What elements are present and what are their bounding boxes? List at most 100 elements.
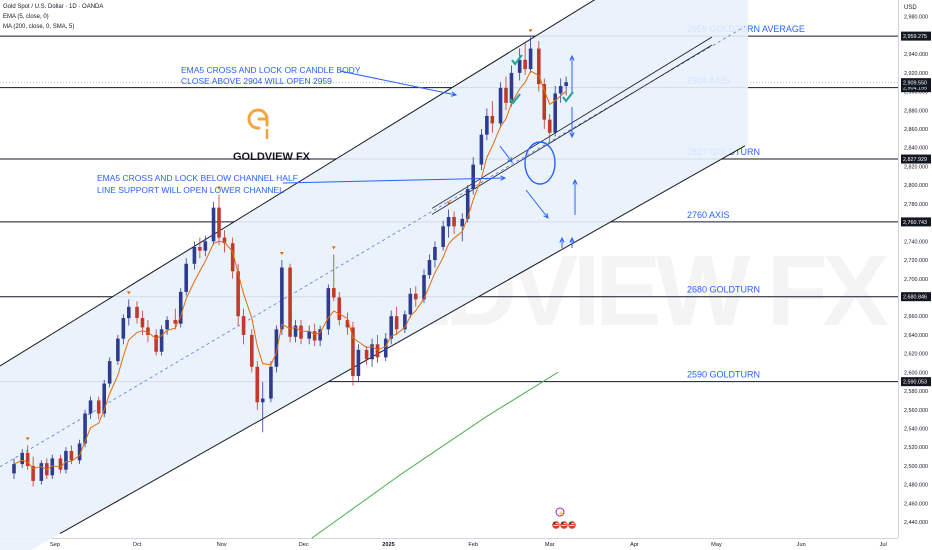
candle-body[interactable] — [504, 87, 508, 103]
candle-body[interactable] — [364, 349, 369, 360]
candle-body[interactable] — [192, 246, 197, 264]
candle-body[interactable] — [146, 327, 150, 335]
candle-body[interactable] — [523, 59, 527, 70]
candle-body[interactable] — [159, 329, 164, 352]
candle-body[interactable] — [241, 316, 246, 335]
candle-body[interactable] — [20, 452, 24, 465]
candle-body[interactable] — [414, 293, 418, 300]
candle-body[interactable] — [260, 398, 265, 403]
candle-body[interactable] — [299, 325, 303, 339]
price-tick-label: 2,880.000 — [904, 108, 928, 114]
candle-body[interactable] — [427, 260, 432, 276]
candle-body[interactable] — [485, 115, 489, 135]
candle-body[interactable] — [269, 366, 273, 399]
candle-body[interactable] — [25, 452, 30, 466]
candle-body[interactable] — [517, 59, 522, 73]
us-flag-stripe — [561, 523, 567, 524]
level-price-tag-text: 2,680.846 — [903, 295, 927, 301]
candle-body[interactable] — [184, 263, 188, 292]
candle-body[interactable] — [460, 218, 465, 227]
candle-body[interactable] — [537, 48, 541, 85]
candle-body[interactable] — [274, 329, 279, 367]
candle-body[interactable] — [280, 267, 284, 330]
candle-body[interactable] — [558, 85, 563, 94]
candle-body[interactable] — [452, 216, 456, 227]
candle-body[interactable] — [312, 331, 317, 341]
candle-body[interactable] — [326, 288, 331, 330]
candle-body[interactable] — [479, 134, 484, 165]
candle-body[interactable] — [88, 400, 93, 414]
candle-body[interactable] — [465, 188, 470, 219]
candle-body[interactable] — [383, 338, 388, 358]
candle-body[interactable] — [116, 338, 120, 362]
price-tick-label: 2,600.000 — [904, 370, 928, 376]
candle-body[interactable] — [39, 463, 44, 481]
candle-body[interactable] — [77, 443, 82, 461]
candle-body[interactable] — [332, 288, 336, 298]
candle-body[interactable] — [408, 293, 413, 315]
candle-body[interactable] — [96, 400, 101, 414]
candle-body[interactable] — [236, 271, 240, 317]
candle-body[interactable] — [127, 306, 131, 319]
candle-body[interactable] — [69, 450, 74, 461]
candle-body[interactable] — [356, 349, 361, 377]
price-tick-label: 2,980.000 — [904, 15, 928, 21]
candle-body[interactable] — [198, 246, 202, 251]
candle-body[interactable] — [547, 119, 552, 133]
candle-body[interactable] — [12, 464, 16, 474]
candle-body[interactable] — [394, 316, 399, 330]
candle-body[interactable] — [542, 84, 547, 120]
candle-body[interactable] — [203, 241, 208, 251]
candle-body[interactable] — [50, 458, 55, 476]
candle-body[interactable] — [293, 325, 298, 337]
candle-body[interactable] — [441, 226, 445, 247]
candle-body[interactable] — [107, 361, 112, 384]
candle-body[interactable] — [288, 267, 292, 337]
candle-body[interactable] — [337, 297, 342, 320]
us-flag-stripe — [561, 525, 567, 526]
ema-indicator-label[interactable]: EMA (5, close, 0) — [3, 14, 49, 20]
candle-body[interactable] — [345, 319, 350, 328]
candle-body[interactable] — [375, 344, 380, 358]
candle-body[interactable] — [403, 314, 407, 330]
candle-body[interactable] — [509, 72, 514, 103]
candle-body[interactable] — [217, 207, 221, 238]
candle-body[interactable] — [564, 82, 568, 86]
annotation-2-arrow — [282, 177, 506, 184]
candle-body[interactable] — [255, 366, 260, 403]
candle-body[interactable] — [135, 306, 139, 319]
candle-body[interactable] — [165, 319, 169, 330]
candle-body[interactable] — [433, 246, 437, 261]
candle-body[interactable] — [31, 465, 35, 481]
candle-body[interactable] — [64, 450, 68, 470]
candle-body[interactable] — [211, 207, 216, 242]
candle-body[interactable] — [490, 115, 495, 124]
candle-body[interactable] — [422, 275, 426, 300]
candle-body[interactable] — [471, 164, 475, 189]
candle-body[interactable] — [370, 344, 374, 360]
check-icon-3 — [509, 93, 521, 105]
candle-body[interactable] — [154, 334, 158, 352]
candle-body[interactable] — [140, 318, 145, 328]
candle-body[interactable] — [102, 383, 106, 414]
ma-indicator-label[interactable]: MA (200, close, 0, SMA, 5) — [3, 24, 75, 30]
candle-body[interactable] — [351, 327, 355, 377]
candle-body[interactable] — [528, 48, 533, 70]
candle-body[interactable] — [250, 334, 254, 367]
candle-body[interactable] — [222, 237, 227, 244]
candle-body[interactable] — [83, 413, 87, 444]
logo-text: GOLDVIEW FX — [233, 151, 311, 163]
fractal-marker — [279, 252, 284, 256]
candle-body[interactable] — [553, 93, 557, 133]
candle-body[interactable] — [307, 331, 311, 339]
candle-body[interactable] — [446, 216, 451, 227]
candle-body[interactable] — [318, 329, 322, 341]
candle-body[interactable] — [58, 458, 63, 470]
candle-body[interactable] — [178, 291, 183, 324]
candle-body[interactable] — [389, 316, 393, 339]
candle-body[interactable] — [121, 318, 126, 339]
candle-body[interactable] — [173, 319, 178, 324]
candle-body[interactable] — [230, 243, 235, 272]
candle-body[interactable] — [498, 87, 503, 124]
